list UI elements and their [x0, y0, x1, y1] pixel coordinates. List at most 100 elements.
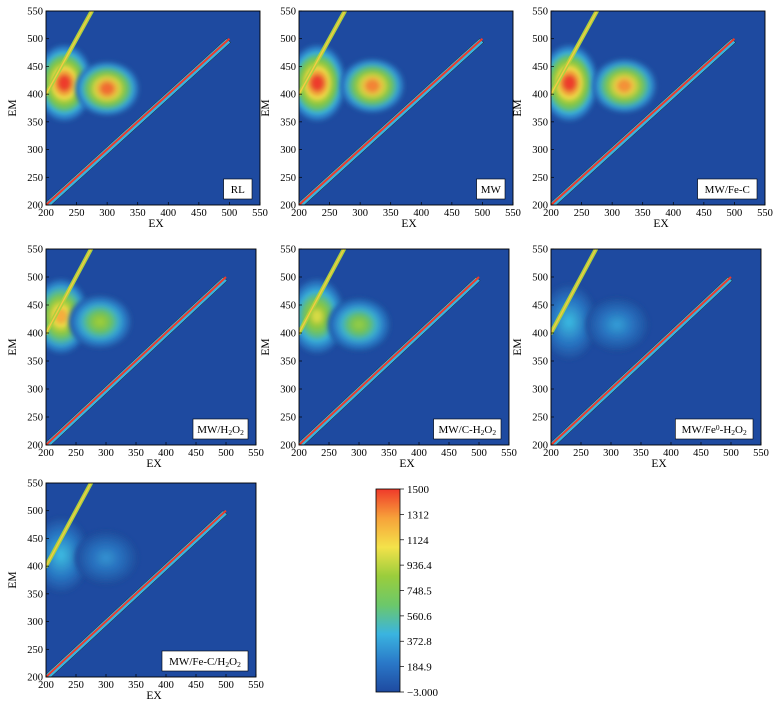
x-tick-label: 200	[38, 208, 54, 219]
x-tick-label: 350	[633, 448, 649, 459]
x-tick-label: 250	[68, 680, 84, 691]
x-tick-label: 400	[413, 208, 429, 219]
sample-label-box	[192, 418, 249, 440]
peak-1-contour-7	[310, 75, 324, 91]
y-tick-label: 550	[280, 7, 296, 18]
x-tick-label: 250	[322, 208, 338, 219]
x-tick-label: 250	[69, 208, 85, 219]
peak-2-contour-7	[610, 318, 624, 331]
sample-label: MW/H2O2	[197, 424, 244, 437]
x-tick-label: 450	[444, 208, 460, 219]
y-tick-label: 550	[27, 479, 43, 490]
peak-2-contour-7	[100, 82, 115, 95]
x-tick-label: 500	[218, 448, 234, 459]
colorbar-tick-label: 1124	[407, 535, 429, 547]
x-tick-label: 200	[291, 448, 307, 459]
rayleigh-band-core	[299, 37, 484, 205]
y-tick-label: 450	[280, 62, 296, 73]
y-tick-label: 300	[532, 385, 548, 396]
y-tick-label: 200	[27, 673, 43, 684]
peak-1-contour-7	[562, 75, 576, 91]
y-tick-label: 300	[27, 617, 43, 628]
y-tick-label: 400	[280, 329, 296, 340]
second-order-band-core	[551, 249, 597, 334]
eem-panel-3: 200 250 300 350 400 450 500 550 200 250 300 350 400 4…	[512, 7, 773, 231]
y-tick-label: 300	[27, 145, 43, 156]
colorbar-tick-label: 184.9	[407, 662, 432, 674]
y-tick-label: 350	[27, 589, 43, 600]
colorbar-tick-label: 936.4	[407, 560, 432, 572]
y-tick-label: 500	[280, 273, 296, 284]
eem-panel-5: 200 250 300 350 400 450 500 550 200 250 300 350 400 4…	[260, 245, 517, 471]
x-tick-label: 400	[665, 208, 681, 219]
panels: 200 250 300 350 400 450 500 550 200 250 300 350 400 4…	[7, 7, 773, 703]
x-tick-label: 300	[351, 448, 367, 459]
eem-panel-4: 200 250 300 350 400 450 500 550 200 250 300 350 400 4…	[7, 245, 264, 471]
plot-frame	[45, 248, 257, 446]
y-tick-label: 400	[532, 90, 548, 101]
x-tick-label: 500	[218, 680, 234, 691]
sample-label-box	[161, 650, 249, 672]
y-axis-label: EM	[512, 338, 524, 355]
y-tick-label: 250	[532, 173, 548, 184]
y-tick-label: 350	[532, 357, 548, 368]
y-tick-label: 200	[27, 441, 43, 452]
y-tick-label: 250	[280, 173, 296, 184]
x-tick-label: 550	[501, 448, 517, 459]
x-tick-label: 250	[68, 448, 84, 459]
x-tick-label: 450	[188, 680, 204, 691]
peak-2-contour-7	[352, 318, 366, 331]
x-tick-label: 450	[693, 448, 709, 459]
eem-panel-2: 200 250 300 350 400 450 500 550 200 250 300 350 400 4…	[260, 7, 521, 231]
x-tick-label: 450	[696, 208, 712, 219]
x-tick-label: 350	[128, 448, 144, 459]
y-tick-label: 350	[280, 117, 296, 128]
contour-layer	[46, 249, 228, 445]
sample-label: MW/Fe-C/H2O2	[169, 656, 241, 669]
plot-frame	[550, 10, 766, 206]
y-axis-label: EM	[260, 338, 272, 355]
x-tick-label: 450	[441, 448, 457, 459]
colorbar-tick-label: 372.8	[407, 636, 432, 648]
sample-label: MW/Fe0-H2O2	[682, 423, 747, 438]
y-tick-label: 500	[532, 34, 548, 45]
peak-2-contour-7	[617, 79, 632, 93]
x-tick-label: 550	[252, 208, 268, 219]
second-order-band-core	[551, 11, 598, 95]
x-tick-label: 350	[635, 208, 651, 219]
sample-label-box	[675, 418, 754, 440]
x-tick-label: 450	[191, 208, 207, 219]
x-tick-label: 500	[222, 208, 238, 219]
sample-label-box	[433, 418, 502, 440]
x-tick-label: 400	[158, 680, 174, 691]
peak-1-contour-7	[57, 75, 71, 91]
rayleigh-band-core	[551, 37, 736, 205]
x-tick-label: 550	[757, 208, 773, 219]
y-tick-label: 300	[27, 385, 43, 396]
x-tick-label: 400	[158, 448, 174, 459]
x-tick-label: 400	[160, 208, 176, 219]
peak-1-contour-7	[310, 308, 324, 324]
x-tick-label: 200	[543, 448, 559, 459]
y-tick-label: 250	[280, 413, 296, 424]
rayleigh-band-core	[551, 276, 732, 445]
plot-frame	[550, 248, 762, 446]
x-tick-label: 500	[471, 448, 487, 459]
x-axis-label: EX	[651, 458, 667, 470]
sample-label-box	[476, 178, 506, 200]
rayleigh-band-core	[46, 37, 231, 205]
y-tick-label: 400	[280, 90, 296, 101]
x-tick-label: 400	[663, 448, 679, 459]
y-tick-label: 500	[280, 34, 296, 45]
y-tick-label: 500	[27, 273, 43, 284]
colorbar-tick-label: −3.000	[407, 687, 438, 699]
x-tick-label: 300	[603, 448, 619, 459]
y-tick-label: 300	[280, 145, 296, 156]
y-tick-label: 300	[532, 145, 548, 156]
y-tick-label: 400	[27, 562, 43, 573]
y-tick-label: 550	[280, 245, 296, 256]
x-axis-label: EX	[653, 218, 669, 230]
x-tick-label: 250	[574, 208, 590, 219]
colorbar-tick-label: 560.6	[407, 611, 432, 623]
